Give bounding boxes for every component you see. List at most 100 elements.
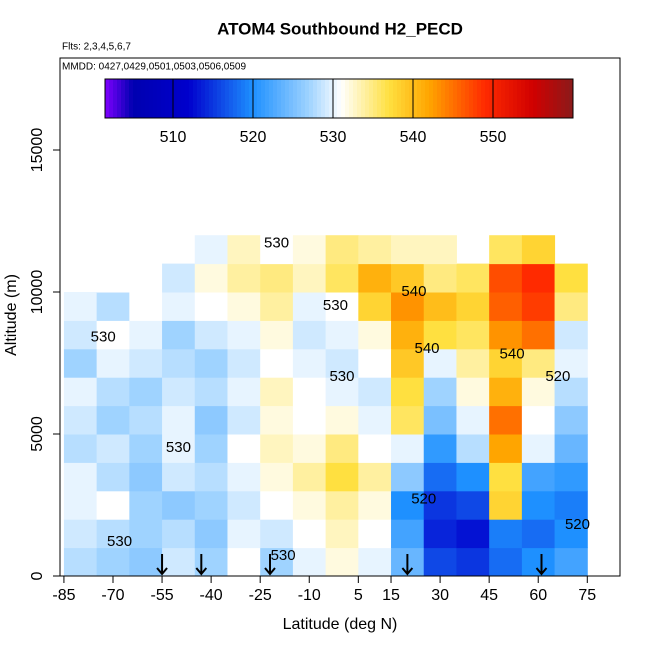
colorbar-frame [104,78,574,119]
colorbar-tick-label: 550 [480,129,507,146]
colorbar-segment [561,79,566,118]
colorbar-segment [149,79,154,118]
heat-cell [456,490,490,520]
heat-cell [489,377,523,407]
colorbar-segment [165,79,170,118]
colorbar-tick-label: 520 [240,129,267,146]
heat-cell [521,320,556,350]
heatmap [63,235,588,576]
heat-cell [325,490,359,520]
heat-cell [391,377,425,407]
colorbar-segment [489,79,494,118]
contour-label: 530 [271,547,296,564]
heat-cell [456,377,490,407]
heat-cell [292,348,327,378]
heat-cell [96,348,130,378]
heat-cell [358,292,392,321]
heat-cell [358,434,392,463]
heat-cell [423,263,457,293]
colorbar-segment [545,79,550,118]
colorbar-segment [389,79,394,118]
heat-cell [554,519,588,549]
contour-label: 530 [329,368,354,385]
heat-cell [129,519,163,549]
colorbar-segment [213,79,218,118]
heat-cell [358,519,392,549]
flight-marker [401,554,414,576]
heat-cell [423,377,457,407]
heat-cell [489,263,523,293]
colorbar-segment [225,79,230,118]
heat-cell [162,320,196,350]
x-tick-label: 60 [529,587,547,604]
colorbar-segment [329,79,334,118]
colorbar-segment [313,79,318,118]
colorbar-segment [477,79,482,118]
heat-cell [292,547,327,576]
colorbar-segment [317,79,322,118]
heat-cell [194,292,228,321]
heat-cell [489,292,523,321]
heat-cell [63,348,98,378]
colorbar-segment [565,79,570,118]
heat-cell [96,405,130,435]
contour-label: 520 [565,516,590,533]
colorbar-segment [301,79,306,118]
colorbar-segment [365,79,370,118]
marker-head [264,567,276,576]
x-tick-label: -55 [150,587,173,604]
colorbar-segment [465,79,470,118]
heat-cell [554,292,588,321]
heat-cell [325,320,359,350]
heat-cell [391,235,425,265]
colorbar-segment [481,79,486,118]
colorbar-segment [521,79,526,118]
colorbar-segment [377,79,382,118]
colorbar-segment [129,79,134,118]
x-tick-label: 30 [431,587,449,604]
heat-cell [521,348,556,378]
colorbar-segment [281,79,286,118]
heat-cell [162,434,196,463]
colorbar-segment [529,79,534,118]
colorbar-segment [261,79,266,118]
heat-cell [489,405,523,435]
colorbar-segment [169,79,174,118]
heat-cell [129,405,163,435]
heat-cell [162,462,196,492]
colorbar-segment [525,79,530,118]
x-tick-label: 5 [354,587,363,604]
heat-cell [260,348,294,378]
colorbar-segment [557,79,562,118]
colorbar-segment [305,79,310,118]
heat-cell [129,547,163,576]
heat-cell [292,377,327,407]
colorbar-segment [217,79,222,118]
colorbar-segment [177,79,182,118]
heat-cell [325,547,359,576]
heat-cell [554,434,588,463]
overlay: -85 -70 -55 -40 -25 -10 5 15 30 45 60 75 0 5000 10000 1… [29,57,621,604]
heat-cell [292,490,327,520]
colorbar-segment [321,79,326,118]
heat-cell [227,405,261,435]
colorbar-segment [185,79,190,118]
heat-cell [260,490,294,520]
colorbar-segment [237,79,242,118]
contour-label: 530 [91,328,116,345]
colorbar-segment [349,79,354,118]
heat-cell [162,292,196,321]
colorbar-segment [337,79,342,118]
colorbar-segment [293,79,298,118]
heat-cell [521,490,556,520]
colorbar-segment [425,79,430,118]
colorbar-segment [369,79,374,118]
colorbar-segment [549,79,554,118]
colorbar-segment [509,79,514,118]
heat-cell [162,263,196,293]
colorbar-segment [453,79,458,118]
heat-cell [227,235,261,265]
colorbar-segment [229,79,234,118]
colorbar-segment [473,79,478,118]
heat-cell [325,405,359,435]
